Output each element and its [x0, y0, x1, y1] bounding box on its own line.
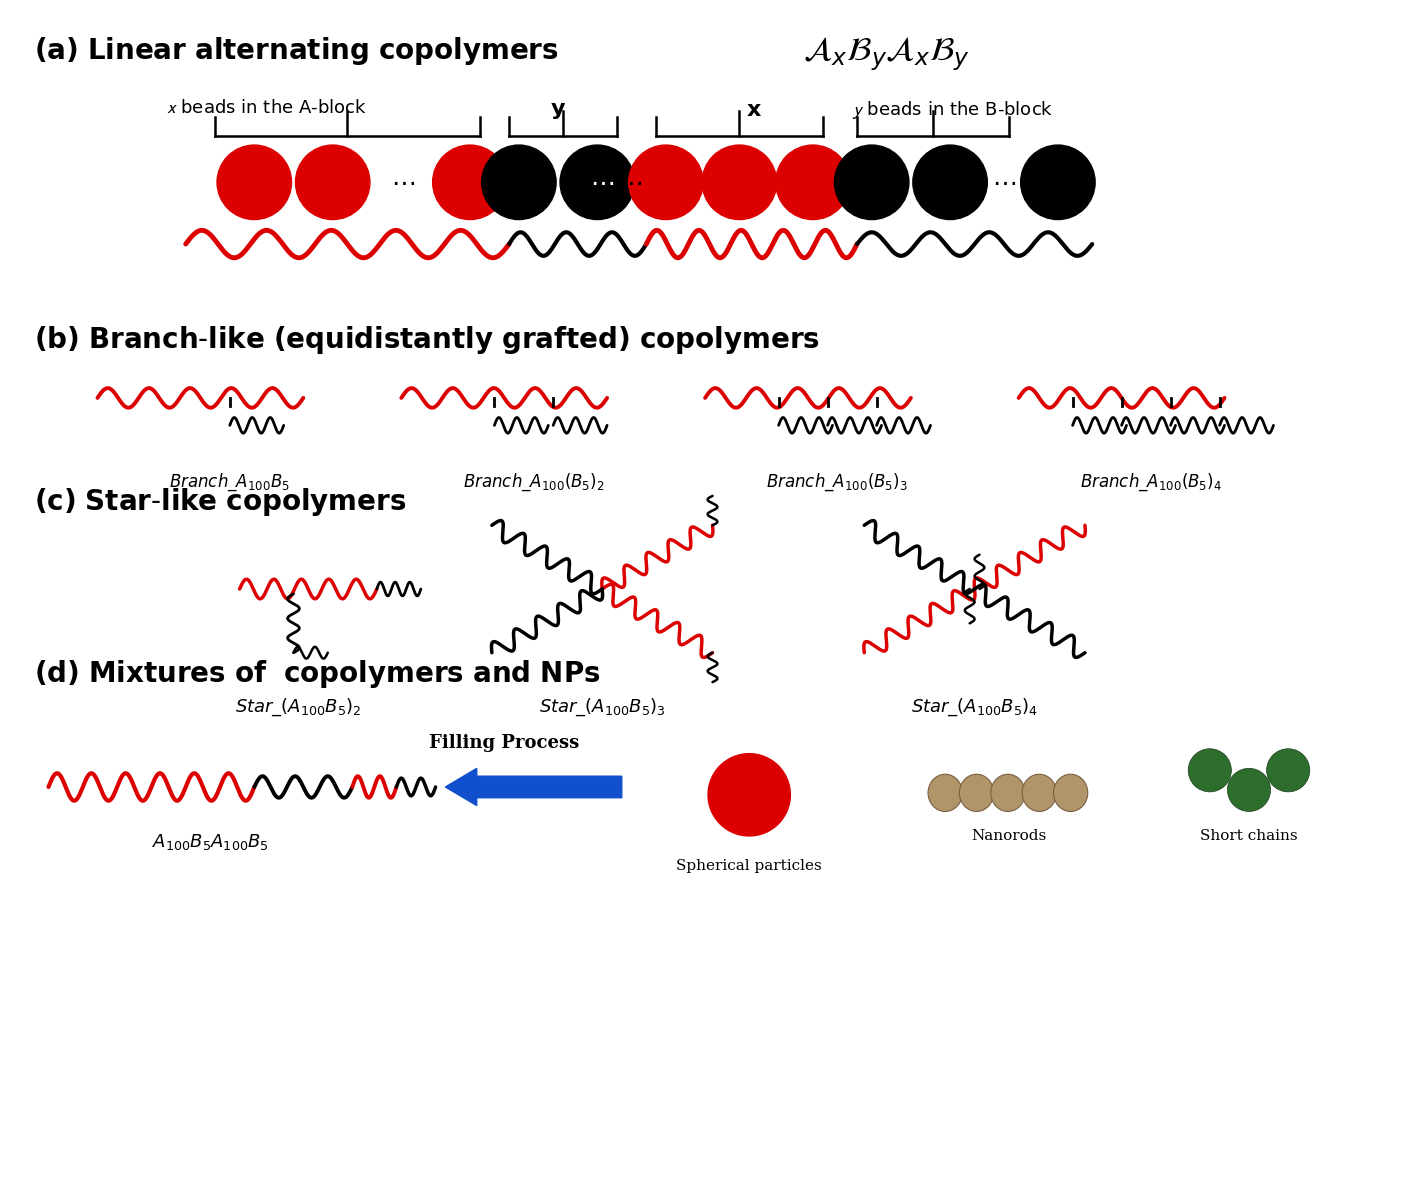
Text: $\mathbf{(a)\ Linear\ alternating\ copolymers}$: $\mathbf{(a)\ Linear\ alternating\ copol… — [34, 35, 559, 67]
Circle shape — [702, 145, 776, 219]
Text: $\mathbf{(d)\ Mixtures\ of\ \ copolymers\ and\ NPs}$: $\mathbf{(d)\ Mixtures\ of\ \ copolymers… — [34, 658, 600, 690]
Text: $\mathit{Branch\_A_{100}(B_5)_3}$: $\mathit{Branch\_A_{100}(B_5)_3}$ — [766, 472, 908, 493]
Text: Nanorods: Nanorods — [971, 829, 1047, 843]
Ellipse shape — [928, 775, 962, 811]
Circle shape — [481, 145, 556, 219]
Text: $\mathit{A_{100}B_5A_{100}B_5}$: $\mathit{A_{100}B_5A_{100}B_5}$ — [152, 832, 268, 852]
Text: $\mathbf{y}$: $\mathbf{y}$ — [551, 99, 566, 121]
Circle shape — [834, 145, 910, 219]
Text: $\mathit{Star\_(A_{100}B_5)_4}$: $\mathit{Star\_(A_{100}B_5)_4}$ — [911, 697, 1039, 718]
Text: $\cdots$: $\cdots$ — [840, 170, 864, 195]
Text: $\cdots$: $\cdots$ — [992, 170, 1016, 195]
Text: $\cdots$: $\cdots$ — [392, 170, 416, 195]
Text: $\mathbf{(b)\ Branch\text{-}like\ (equidistantly\ grafted)\ copolymers}$: $\mathbf{(b)\ Branch\text{-}like\ (equid… — [34, 324, 820, 356]
Ellipse shape — [990, 775, 1025, 811]
Circle shape — [1188, 749, 1232, 792]
Text: $\cdots$: $\cdots$ — [590, 170, 614, 195]
Circle shape — [561, 145, 634, 219]
Circle shape — [708, 753, 790, 836]
Ellipse shape — [959, 775, 993, 811]
Text: $\mathbf{(c)\ Star\text{-}like\ copolymers}$: $\mathbf{(c)\ Star\text{-}like\ copolyme… — [34, 486, 406, 518]
Circle shape — [776, 145, 850, 219]
Text: Short chains: Short chains — [1200, 829, 1298, 843]
Text: Filling Process: Filling Process — [429, 735, 579, 752]
Text: $\mathbf{x}$: $\mathbf{x}$ — [746, 99, 762, 121]
Text: Spherical particles: Spherical particles — [677, 858, 822, 872]
Ellipse shape — [1022, 775, 1056, 811]
Circle shape — [912, 145, 988, 219]
Circle shape — [1227, 769, 1270, 811]
FancyArrow shape — [446, 769, 622, 805]
Circle shape — [1020, 145, 1095, 219]
Text: $\mathcal{A}_x\mathcal{B}_y\mathcal{A}_x\mathcal{B}_y$: $\mathcal{A}_x\mathcal{B}_y\mathcal{A}_x… — [803, 35, 971, 73]
Text: $\mathit{Branch\_A_{100}B_5}$: $\mathit{Branch\_A_{100}B_5}$ — [169, 472, 291, 493]
Text: $\cdots$: $\cdots$ — [617, 170, 641, 195]
Circle shape — [433, 145, 507, 219]
Text: $\mathit{Branch\_A_{100}(B_5)_2}$: $\mathit{Branch\_A_{100}(B_5)_2}$ — [463, 472, 604, 493]
Text: $\mathcal{x}\ \mathrm{beads\ in\ the\ A\text{-}block}$: $\mathcal{x}\ \mathrm{beads\ in\ the\ A\… — [166, 99, 368, 117]
Circle shape — [217, 145, 291, 219]
Text: $\mathit{Star\_(A_{100}B_5)_2}$: $\mathit{Star\_(A_{100}B_5)_2}$ — [236, 697, 362, 718]
Text: $\mathit{Branch\_A_{100}(B_5)_4}$: $\mathit{Branch\_A_{100}(B_5)_4}$ — [1080, 472, 1222, 493]
Circle shape — [295, 145, 370, 219]
Text: $\mathit{Star\_(A_{100}B_5)_3}$: $\mathit{Star\_(A_{100}B_5)_3}$ — [539, 697, 666, 718]
Circle shape — [1267, 749, 1310, 792]
Text: $\mathcal{y}\ \mathrm{beads\ in\ the\ B\text{-}block}$: $\mathcal{y}\ \mathrm{beads\ in\ the\ B\… — [851, 99, 1053, 121]
Circle shape — [629, 145, 704, 219]
Ellipse shape — [1053, 775, 1088, 811]
